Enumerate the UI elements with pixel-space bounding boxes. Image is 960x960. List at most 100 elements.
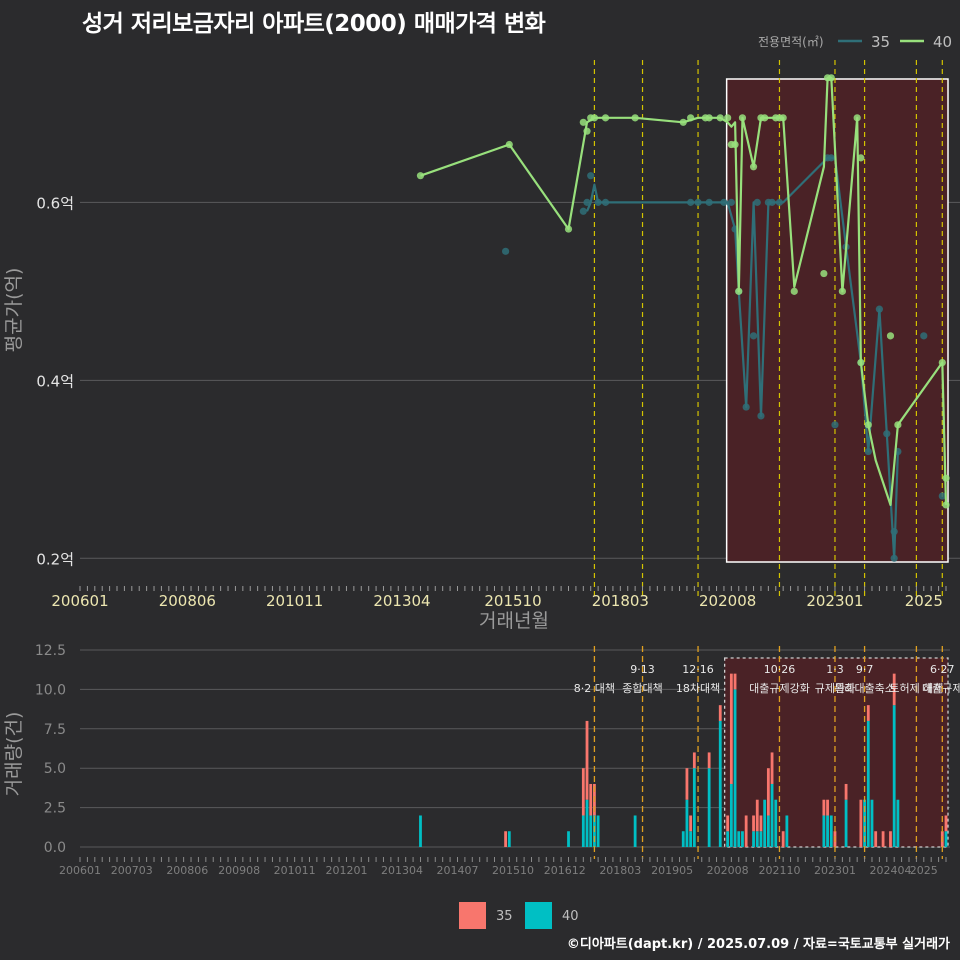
- volume-bar-35: [744, 815, 748, 847]
- data-point-35: [742, 403, 750, 411]
- volume-x-tick-label: 201803: [599, 864, 641, 877]
- data-point-35: [579, 207, 587, 215]
- price-y-tick-label: 0.4억: [36, 372, 74, 390]
- price-highlight-box: [725, 78, 949, 563]
- volume-x-tick-label: 200601: [59, 864, 101, 877]
- data-point-40: [687, 114, 695, 122]
- volume-y-tick-label: 5.0: [44, 761, 66, 777]
- data-point-40: [749, 163, 758, 171]
- data-point-35: [938, 492, 946, 500]
- price-x-tick-label: 202301: [806, 592, 863, 610]
- volume-bar-40: [863, 799, 866, 847]
- data-point-40: [838, 287, 846, 295]
- volume-x-tick-label: 201510: [492, 864, 534, 877]
- volume-bar-35: [866, 705, 870, 721]
- policy-label-bottom: 대출규제: [922, 682, 960, 695]
- volume-bar-40: [896, 799, 900, 847]
- data-point-35: [864, 447, 872, 456]
- price-legend-label-40: 40: [933, 33, 952, 51]
- volume-bar-35: [759, 815, 763, 832]
- price-x-tick-label: 200601: [51, 592, 108, 610]
- volume-bar-40: [944, 831, 948, 847]
- volume-x-tick-label: 202301: [814, 864, 856, 877]
- volume-bar-35: [729, 673, 733, 784]
- volume-bar-40: [785, 815, 789, 847]
- volume-bar-35: [889, 831, 892, 847]
- volume-legend: 35 40: [459, 902, 579, 929]
- data-point-40: [583, 127, 591, 135]
- credit-text: ©디아파트(dapt.kr) / 2025.07.09 / 자료=국토교통부 실…: [566, 937, 950, 952]
- data-point-35: [753, 198, 761, 206]
- data-point-35: [768, 198, 776, 206]
- data-point-35: [827, 154, 835, 162]
- volume-legend-label-35: 35: [496, 909, 513, 924]
- data-point-40: [705, 114, 713, 122]
- policy-label-bottom: 토허제 해제: [889, 681, 943, 695]
- data-point-40: [716, 114, 724, 122]
- volume-bar-35: [726, 815, 730, 832]
- policy-label-top: 10·26: [764, 663, 796, 676]
- volume-bar-40: [419, 815, 422, 847]
- data-point-40: [820, 269, 828, 278]
- volume-bar-40: [822, 815, 826, 847]
- volume-bar-40: [726, 831, 730, 847]
- price-chart: 0.2억 0.4억 0.6억 200601 200806 201011 201304 201…: [3, 33, 960, 632]
- data-point-40: [738, 114, 747, 122]
- price-highlight-region: [725, 78, 949, 563]
- volume-bar-35: [822, 799, 826, 816]
- volume-x-tick-label: 200908: [218, 864, 260, 877]
- volume-bar-40: [581, 815, 585, 847]
- price-x-axis: 200601 200806 201011 201304 201510 201803 2020…: [51, 586, 947, 610]
- volume-bar-40: [755, 831, 759, 847]
- data-point-35: [875, 305, 883, 313]
- data-point-35: [720, 198, 728, 206]
- volume-bar-35: [781, 831, 785, 847]
- data-point-40: [601, 114, 610, 122]
- price-legend-title: 전용면적(㎡): [758, 35, 824, 49]
- volume-chart: 8·2 대책 9·13 종합대책 12·16 18차대책 10·26 대출규제강화 1·3 규제…: [3, 643, 960, 877]
- volume-bar-40: [589, 815, 593, 847]
- volume-bar-35: [881, 831, 885, 847]
- data-point-40: [938, 358, 946, 367]
- price-legend-label-35: 35: [871, 33, 890, 51]
- volume-x-tick-label: 202008: [707, 864, 749, 877]
- data-point-40: [827, 74, 835, 82]
- volume-bar-40: [707, 768, 711, 847]
- data-point-40: [735, 287, 743, 295]
- policy-label-top: 6·27: [930, 663, 955, 676]
- data-point-35: [687, 198, 695, 206]
- data-point-40: [779, 114, 787, 122]
- volume-y-tick-label: 10.0: [35, 682, 66, 698]
- volume-y-tick-label: 12.5: [35, 643, 66, 659]
- price-x-tick-label: 201803: [592, 592, 649, 610]
- data-point-35: [583, 198, 591, 206]
- data-point-35: [890, 554, 898, 562]
- volume-bar-35: [844, 783, 848, 800]
- data-point-40: [886, 332, 895, 340]
- volume-bar-40: [718, 720, 722, 847]
- volume-bar-35: [581, 768, 585, 816]
- volume-bar-35: [944, 815, 948, 832]
- price-x-tick-label: 2025: [905, 592, 943, 610]
- policy-label-bottom: 특례대출축소: [834, 682, 895, 695]
- volume-bar-40: [507, 831, 511, 847]
- data-point-35: [831, 421, 839, 429]
- data-point-40: [894, 421, 902, 429]
- volume-bar-35: [733, 673, 737, 690]
- volume-y-tick-label: 7.5: [44, 722, 66, 738]
- price-y-tick-label: 0.6억: [36, 194, 74, 212]
- volume-bar-35: [504, 831, 507, 847]
- volume-policy-lines: 8·2 대책 9·13 종합대책 12·16 18차대책 10·26 대출규제강화 1·3 규제…: [574, 646, 960, 859]
- volume-bar-40: [741, 831, 744, 847]
- data-point-40: [579, 118, 587, 126]
- volume-bar-40: [829, 815, 833, 847]
- volume-bar-40: [733, 689, 737, 847]
- data-point-40: [942, 474, 950, 482]
- price-x-tick-label: 201510: [484, 592, 541, 610]
- volume-x-tick-label: 202110: [758, 864, 800, 877]
- price-x-axis-label: 거래년월: [479, 610, 549, 632]
- volume-bar-40: [844, 799, 848, 847]
- volume-x-tick-label: 201905: [651, 864, 693, 877]
- price-x-tick-label: 201304: [373, 592, 430, 610]
- data-point-35: [775, 198, 784, 206]
